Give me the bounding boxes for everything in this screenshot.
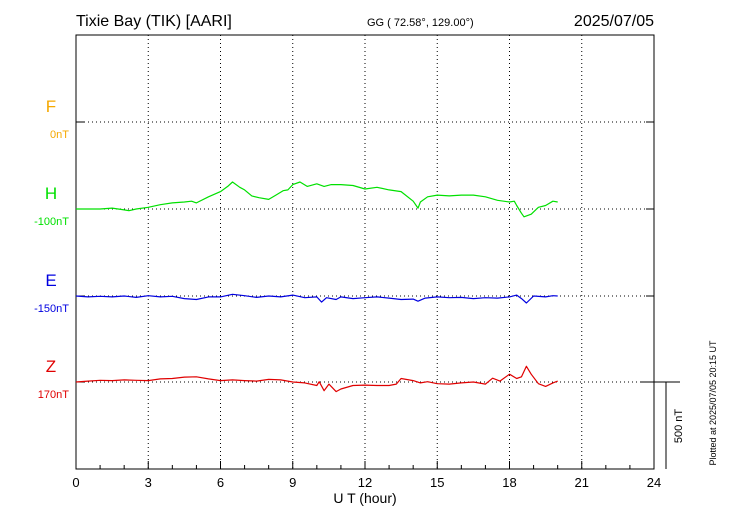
series-line-E xyxy=(75,293,558,304)
x-tick-label: 0 xyxy=(72,475,79,490)
station-coordinates: GG ( 72.58°, 129.00°) xyxy=(367,17,474,29)
x-tick-label: 21 xyxy=(575,475,589,490)
plot-date: 2025/07/05 xyxy=(574,13,654,30)
plotted-timestamp: Plotted at 2025/07/05 20:15 UT xyxy=(708,340,718,466)
x-tick-label: 18 xyxy=(502,475,516,490)
series-name-H: H xyxy=(45,184,57,203)
x-tick-label: 24 xyxy=(647,475,661,490)
series-lines xyxy=(75,181,558,393)
x-axis-ticks: 0 3 6 9 12 15 18 21 24 xyxy=(72,121,661,490)
series-name-F: F xyxy=(46,97,56,116)
scale-bar-label: 500 nT xyxy=(673,409,685,444)
x-tick-label: 9 xyxy=(289,475,296,490)
chart-grid xyxy=(76,35,654,469)
x-tick-label: 3 xyxy=(145,475,152,490)
series-line-H xyxy=(76,181,558,218)
series-baseline-E: -150nT xyxy=(34,303,69,315)
series-labels: F 0nT H -100nT E -150nT Z 170nT xyxy=(34,97,69,401)
series-baseline-F: 0nT xyxy=(50,129,69,141)
x-tick-label: 12 xyxy=(358,475,372,490)
x-tick-label: 6 xyxy=(217,475,224,490)
scale-bar: 500 nT xyxy=(640,381,685,469)
station-title: Tixie Bay (TIK) [AARI] xyxy=(76,13,232,30)
x-tick-label: 15 xyxy=(430,475,444,490)
x-axis-label: U T (hour) xyxy=(333,490,396,506)
series-baseline-H: -100nT xyxy=(34,216,69,228)
series-line-Z xyxy=(75,365,558,393)
series-baseline-Z: 170nT xyxy=(38,389,69,401)
series-name-Z: Z xyxy=(46,357,56,376)
series-name-E: E xyxy=(45,271,56,290)
